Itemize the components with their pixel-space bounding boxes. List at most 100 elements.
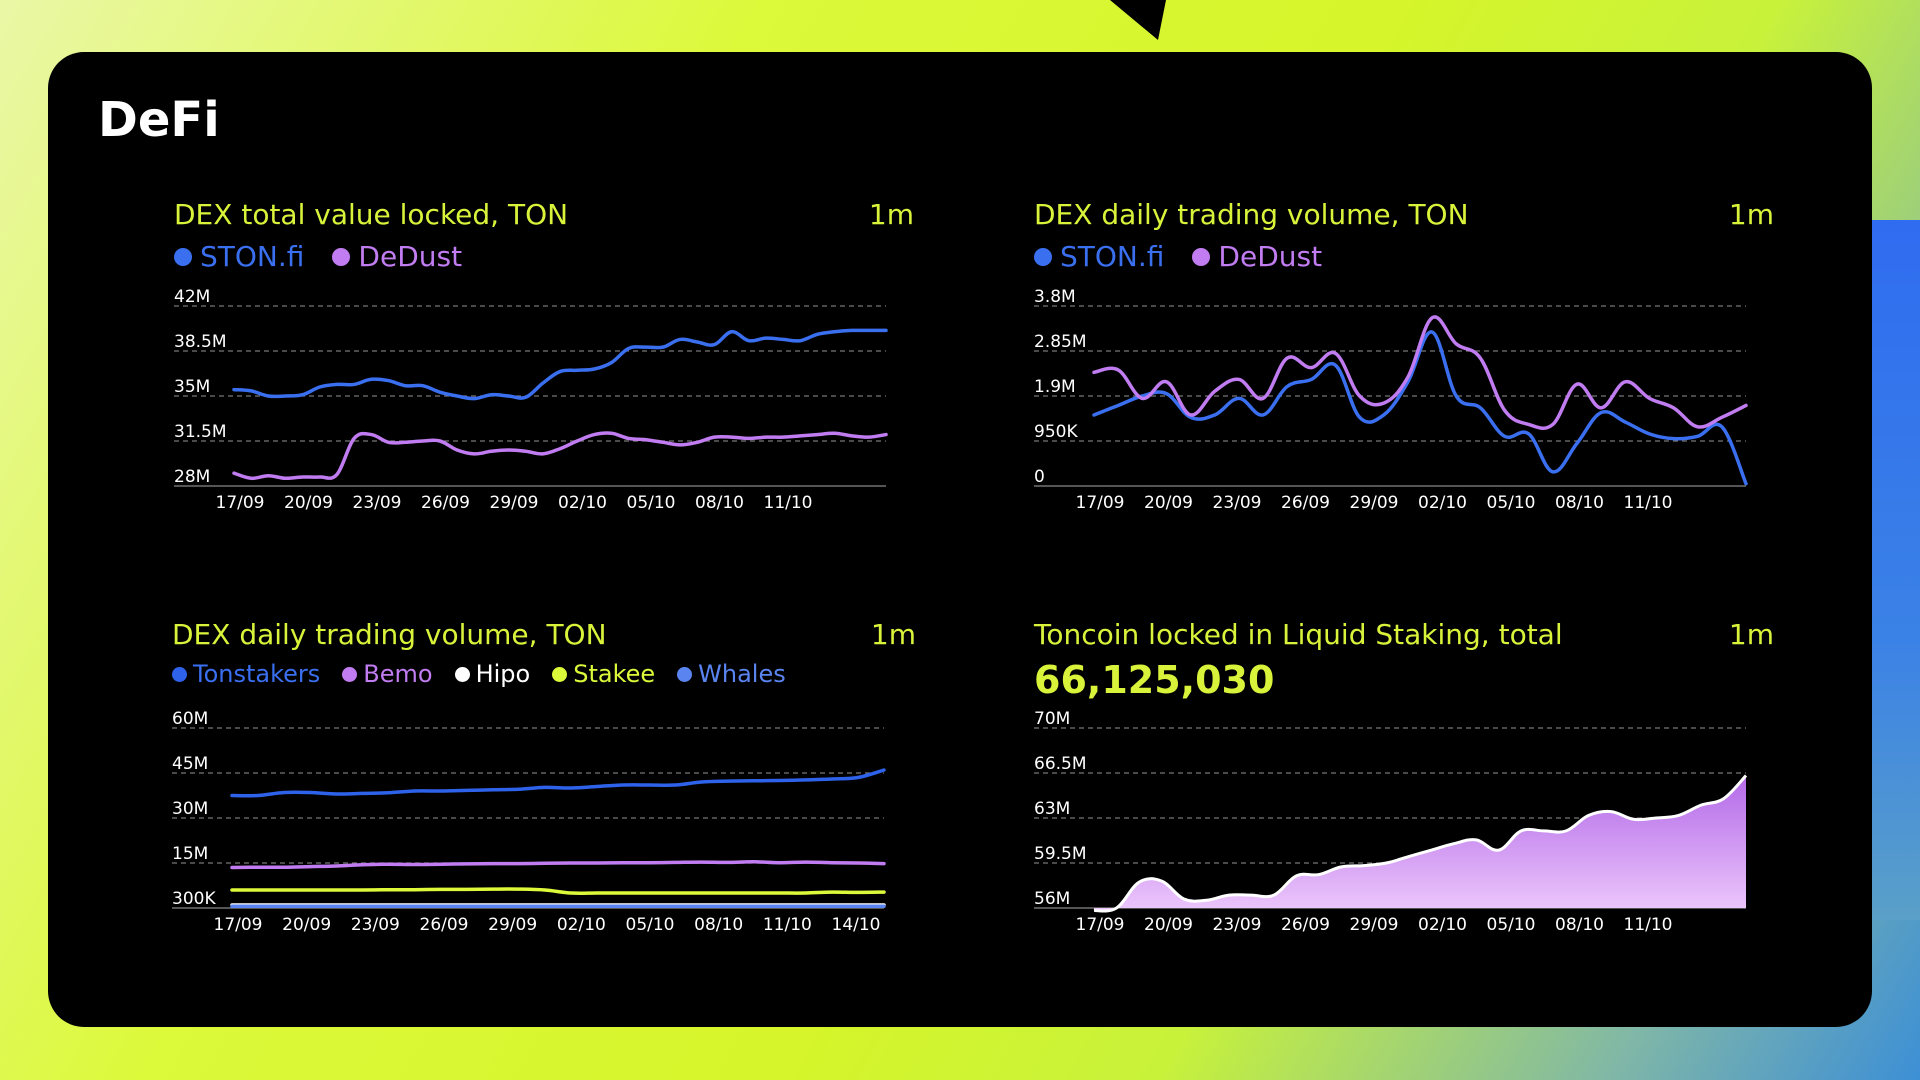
chart-panel-volume: DEX daily trading volume, TON 1m STON.fi… — [1034, 198, 1774, 598]
area-fill — [1094, 775, 1746, 912]
chart-panel-liquid-staking: Toncoin locked in Liquid Staking, total … — [1034, 618, 1774, 1018]
y-tick-label: 35M — [174, 377, 210, 397]
x-tick-label: 26/09 — [421, 493, 470, 513]
page-title: DeFi — [98, 92, 220, 148]
legend-dot — [174, 247, 192, 266]
y-tick-label: 28M — [174, 467, 210, 487]
legend-label: STON.fi — [1060, 240, 1165, 273]
x-tick-label: 26/09 — [420, 915, 469, 935]
x-tick-label: 02/10 — [558, 493, 607, 513]
chart-legend: STON.fi DeDust — [1034, 240, 1322, 273]
y-tick-label: 66.5M — [1034, 754, 1087, 774]
x-tick-label: 20/09 — [1144, 493, 1193, 513]
x-tick-label: 20/09 — [1144, 915, 1193, 935]
defi-card: DeFi DEX total value locked, TON 1m STON… — [48, 52, 1872, 1027]
x-tick-label: 05/10 — [626, 915, 675, 935]
legend-label: Whales — [698, 660, 786, 688]
x-tick-label: 08/10 — [1555, 915, 1604, 935]
legend-dot — [552, 666, 568, 682]
y-tick-label: 0 — [1034, 467, 1045, 487]
liquid-staking-area-chart: 70M 66.5M 63M 59.5M 56M 17/09 20/09 23/09 26/09 2… — [1034, 709, 1748, 935]
series-line-0 — [232, 328, 888, 401]
total-value: 66,125,030 — [1034, 658, 1275, 702]
y-tick-label: 300K — [172, 889, 216, 909]
series-line-0 — [1092, 330, 1748, 486]
chart-legend: STON.fi DeDust — [174, 240, 462, 273]
series-line-3 — [230, 887, 886, 895]
series-line-0 — [230, 768, 886, 798]
legend-item-bemo[interactable]: Bemo — [342, 660, 433, 688]
legend-label: Bemo — [363, 660, 433, 688]
period-selector[interactable]: 1m — [870, 618, 916, 651]
x-tick-label: 02/10 — [557, 915, 606, 935]
legend-item-ston[interactable]: STON.fi — [1034, 240, 1164, 273]
chart-legend: Tonstakers Bemo Hipo Stakee Whales — [172, 660, 786, 688]
legend-item-dedust[interactable]: DeDust — [1192, 240, 1322, 273]
x-tick-label: 08/10 — [694, 915, 743, 935]
legend-item-hipo[interactable]: Hipo — [454, 660, 531, 688]
x-tick-label: 17/09 — [1076, 915, 1125, 935]
y-tick-label: 70M — [1034, 709, 1070, 729]
x-tick-label: 23/09 — [1213, 915, 1262, 935]
legend-item-tonstakers[interactable]: Tonstakers — [172, 660, 320, 688]
x-tick-label: 05/10 — [1487, 493, 1536, 513]
series-line-1 — [230, 860, 886, 870]
legend-dot — [342, 666, 358, 682]
x-tick-label: 29/09 — [490, 493, 539, 513]
y-tick-label: 45M — [172, 754, 208, 774]
x-tick-label: 11/10 — [1624, 493, 1673, 513]
legend-label: DeDust — [358, 240, 463, 273]
legend-dot — [172, 666, 187, 682]
x-tick-label: 26/09 — [1281, 493, 1330, 513]
volume-line-chart: 3.8M 2.85M 1.9M 950K 0 17/09 20/09 23/09 26/09 29… — [1034, 287, 1748, 513]
x-tick-label: 05/10 — [1487, 915, 1536, 935]
staking-volume-line-chart: 60M 45M 30M 15M 300K 17/09 20/09 23/09 26/09 29/0… — [172, 709, 886, 935]
x-tick-label: 08/10 — [1555, 493, 1604, 513]
y-tick-label: 42M — [174, 287, 210, 307]
legend-item-stakee[interactable]: Stakee — [552, 660, 655, 688]
chart-title: DEX total value locked, TON — [174, 198, 569, 231]
legend-dot — [677, 666, 693, 682]
x-tick-label: 23/09 — [351, 915, 400, 935]
legend-item-dedust[interactable]: DeDust — [332, 240, 462, 273]
x-tick-label: 08/10 — [695, 493, 744, 513]
y-tick-label: 950K — [1034, 422, 1078, 442]
y-tick-label: 30M — [172, 799, 208, 819]
legend-item-whales[interactable]: Whales — [677, 660, 786, 688]
y-tick-label: 3.8M — [1034, 287, 1076, 307]
x-tick-label: 20/09 — [284, 493, 333, 513]
corner-decoration — [1098, 0, 1168, 40]
legend-label: Hipo — [475, 660, 531, 688]
x-tick-label: 23/09 — [1213, 493, 1262, 513]
y-tick-label: 2.85M — [1034, 332, 1087, 352]
x-tick-label: 14/10 — [832, 915, 881, 935]
period-selector[interactable]: 1m — [1728, 618, 1774, 651]
x-tick-label: 11/10 — [1624, 915, 1673, 935]
series-line-1 — [232, 431, 888, 481]
y-tick-label: 60M — [172, 709, 208, 729]
x-tick-label: 11/10 — [763, 915, 812, 935]
x-tick-label: 17/09 — [1076, 493, 1125, 513]
series-line-1 — [1092, 315, 1748, 431]
period-selector[interactable]: 1m — [868, 198, 914, 231]
x-tick-label: 02/10 — [1418, 493, 1467, 513]
legend-dot — [332, 247, 351, 266]
x-tick-label: 11/10 — [764, 493, 813, 513]
y-tick-label: 56M — [1034, 889, 1070, 909]
area-outline — [1093, 774, 1748, 913]
y-tick-label: 31.5M — [174, 422, 227, 442]
legend-item-ston[interactable]: STON.fi — [174, 240, 304, 273]
x-tick-label: 29/09 — [488, 915, 537, 935]
x-tick-label: 17/09 — [216, 493, 265, 513]
x-tick-label: 23/09 — [353, 493, 402, 513]
x-tick-label: 20/09 — [282, 915, 331, 935]
legend-dot — [1034, 247, 1052, 266]
x-tick-label: 05/10 — [627, 493, 676, 513]
chart-panel-staking-volume: DEX daily trading volume, TON 1m Tonstak… — [172, 618, 916, 1018]
y-tick-label: 59.5M — [1034, 844, 1087, 864]
chart-title: DEX daily trading volume, TON — [1034, 198, 1469, 231]
legend-label: Tonstakers — [193, 660, 321, 688]
tvl-line-chart: 42M 38.5M 35M 31.5M 28M 17/09 20/09 23/09 26/09 2… — [174, 287, 888, 513]
period-selector[interactable]: 1m — [1728, 198, 1774, 231]
chart-title: Toncoin locked in Liquid Staking, total — [1034, 618, 1563, 651]
